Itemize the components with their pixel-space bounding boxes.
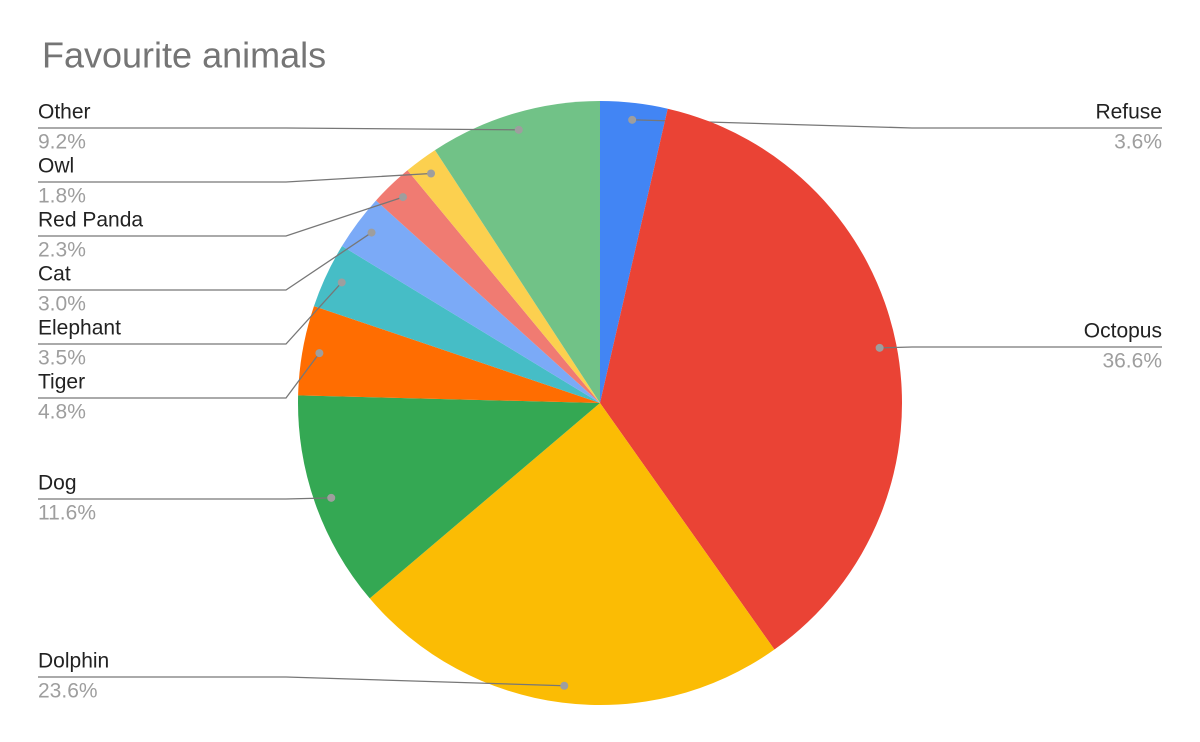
slice-value-label: 3.6%	[1114, 131, 1162, 154]
slice-label: Red Panda	[38, 209, 143, 232]
leader-dot	[875, 343, 884, 352]
pie-slice	[375, 170, 600, 403]
leader-line	[38, 282, 343, 345]
leader-dot	[315, 349, 324, 358]
pie-slice	[600, 101, 668, 403]
slice-value-label: 23.6%	[38, 680, 98, 703]
leader-line	[632, 119, 1162, 129]
slice-label: Dolphin	[38, 650, 109, 673]
slice-value-label: 9.2%	[38, 131, 86, 154]
slice-label: Dog	[38, 472, 77, 495]
slice-label: Refuse	[1095, 101, 1162, 124]
slice-label: Owl	[38, 155, 74, 178]
leader-dot	[337, 278, 346, 287]
leader-dot	[427, 169, 436, 178]
leader-dot	[560, 681, 569, 690]
pie-slice	[434, 101, 600, 403]
slice-value-label: 4.8%	[38, 401, 86, 424]
chart-title: Favourite animals	[42, 35, 326, 76]
slice-value-label: 3.5%	[38, 347, 86, 370]
slice-value-label: 3.0%	[38, 293, 86, 316]
leader-line	[879, 346, 1162, 349]
pie-slice	[600, 108, 902, 650]
slice-label: Other	[38, 101, 91, 124]
pie-slice	[369, 403, 775, 705]
pie-slice	[407, 150, 600, 403]
slice-label: Octopus	[1084, 320, 1162, 343]
pie-slice	[298, 395, 600, 599]
slice-value-label: 1.8%	[38, 185, 86, 208]
leader-line	[38, 676, 565, 687]
slice-value-label: 11.6%	[38, 502, 96, 525]
pie-slice	[342, 200, 600, 403]
leader-line	[38, 196, 404, 237]
leader-line	[38, 352, 320, 399]
pie-slice	[313, 246, 600, 403]
slice-label: Cat	[38, 263, 71, 286]
slice-value-label: 2.3%	[38, 239, 86, 262]
leader-dot	[327, 493, 336, 502]
pie-slice	[298, 306, 600, 403]
slice-label: Elephant	[38, 317, 121, 340]
leader-dot	[367, 228, 376, 237]
leader-line	[38, 232, 372, 291]
leader-line	[38, 497, 332, 500]
leader-line	[38, 172, 432, 183]
slice-value-label: 36.6%	[1102, 350, 1162, 373]
leader-dot	[398, 193, 407, 202]
leader-dot	[514, 125, 523, 134]
leader-line	[38, 127, 519, 131]
leader-dot	[628, 115, 637, 124]
slice-label: Tiger	[38, 371, 85, 394]
